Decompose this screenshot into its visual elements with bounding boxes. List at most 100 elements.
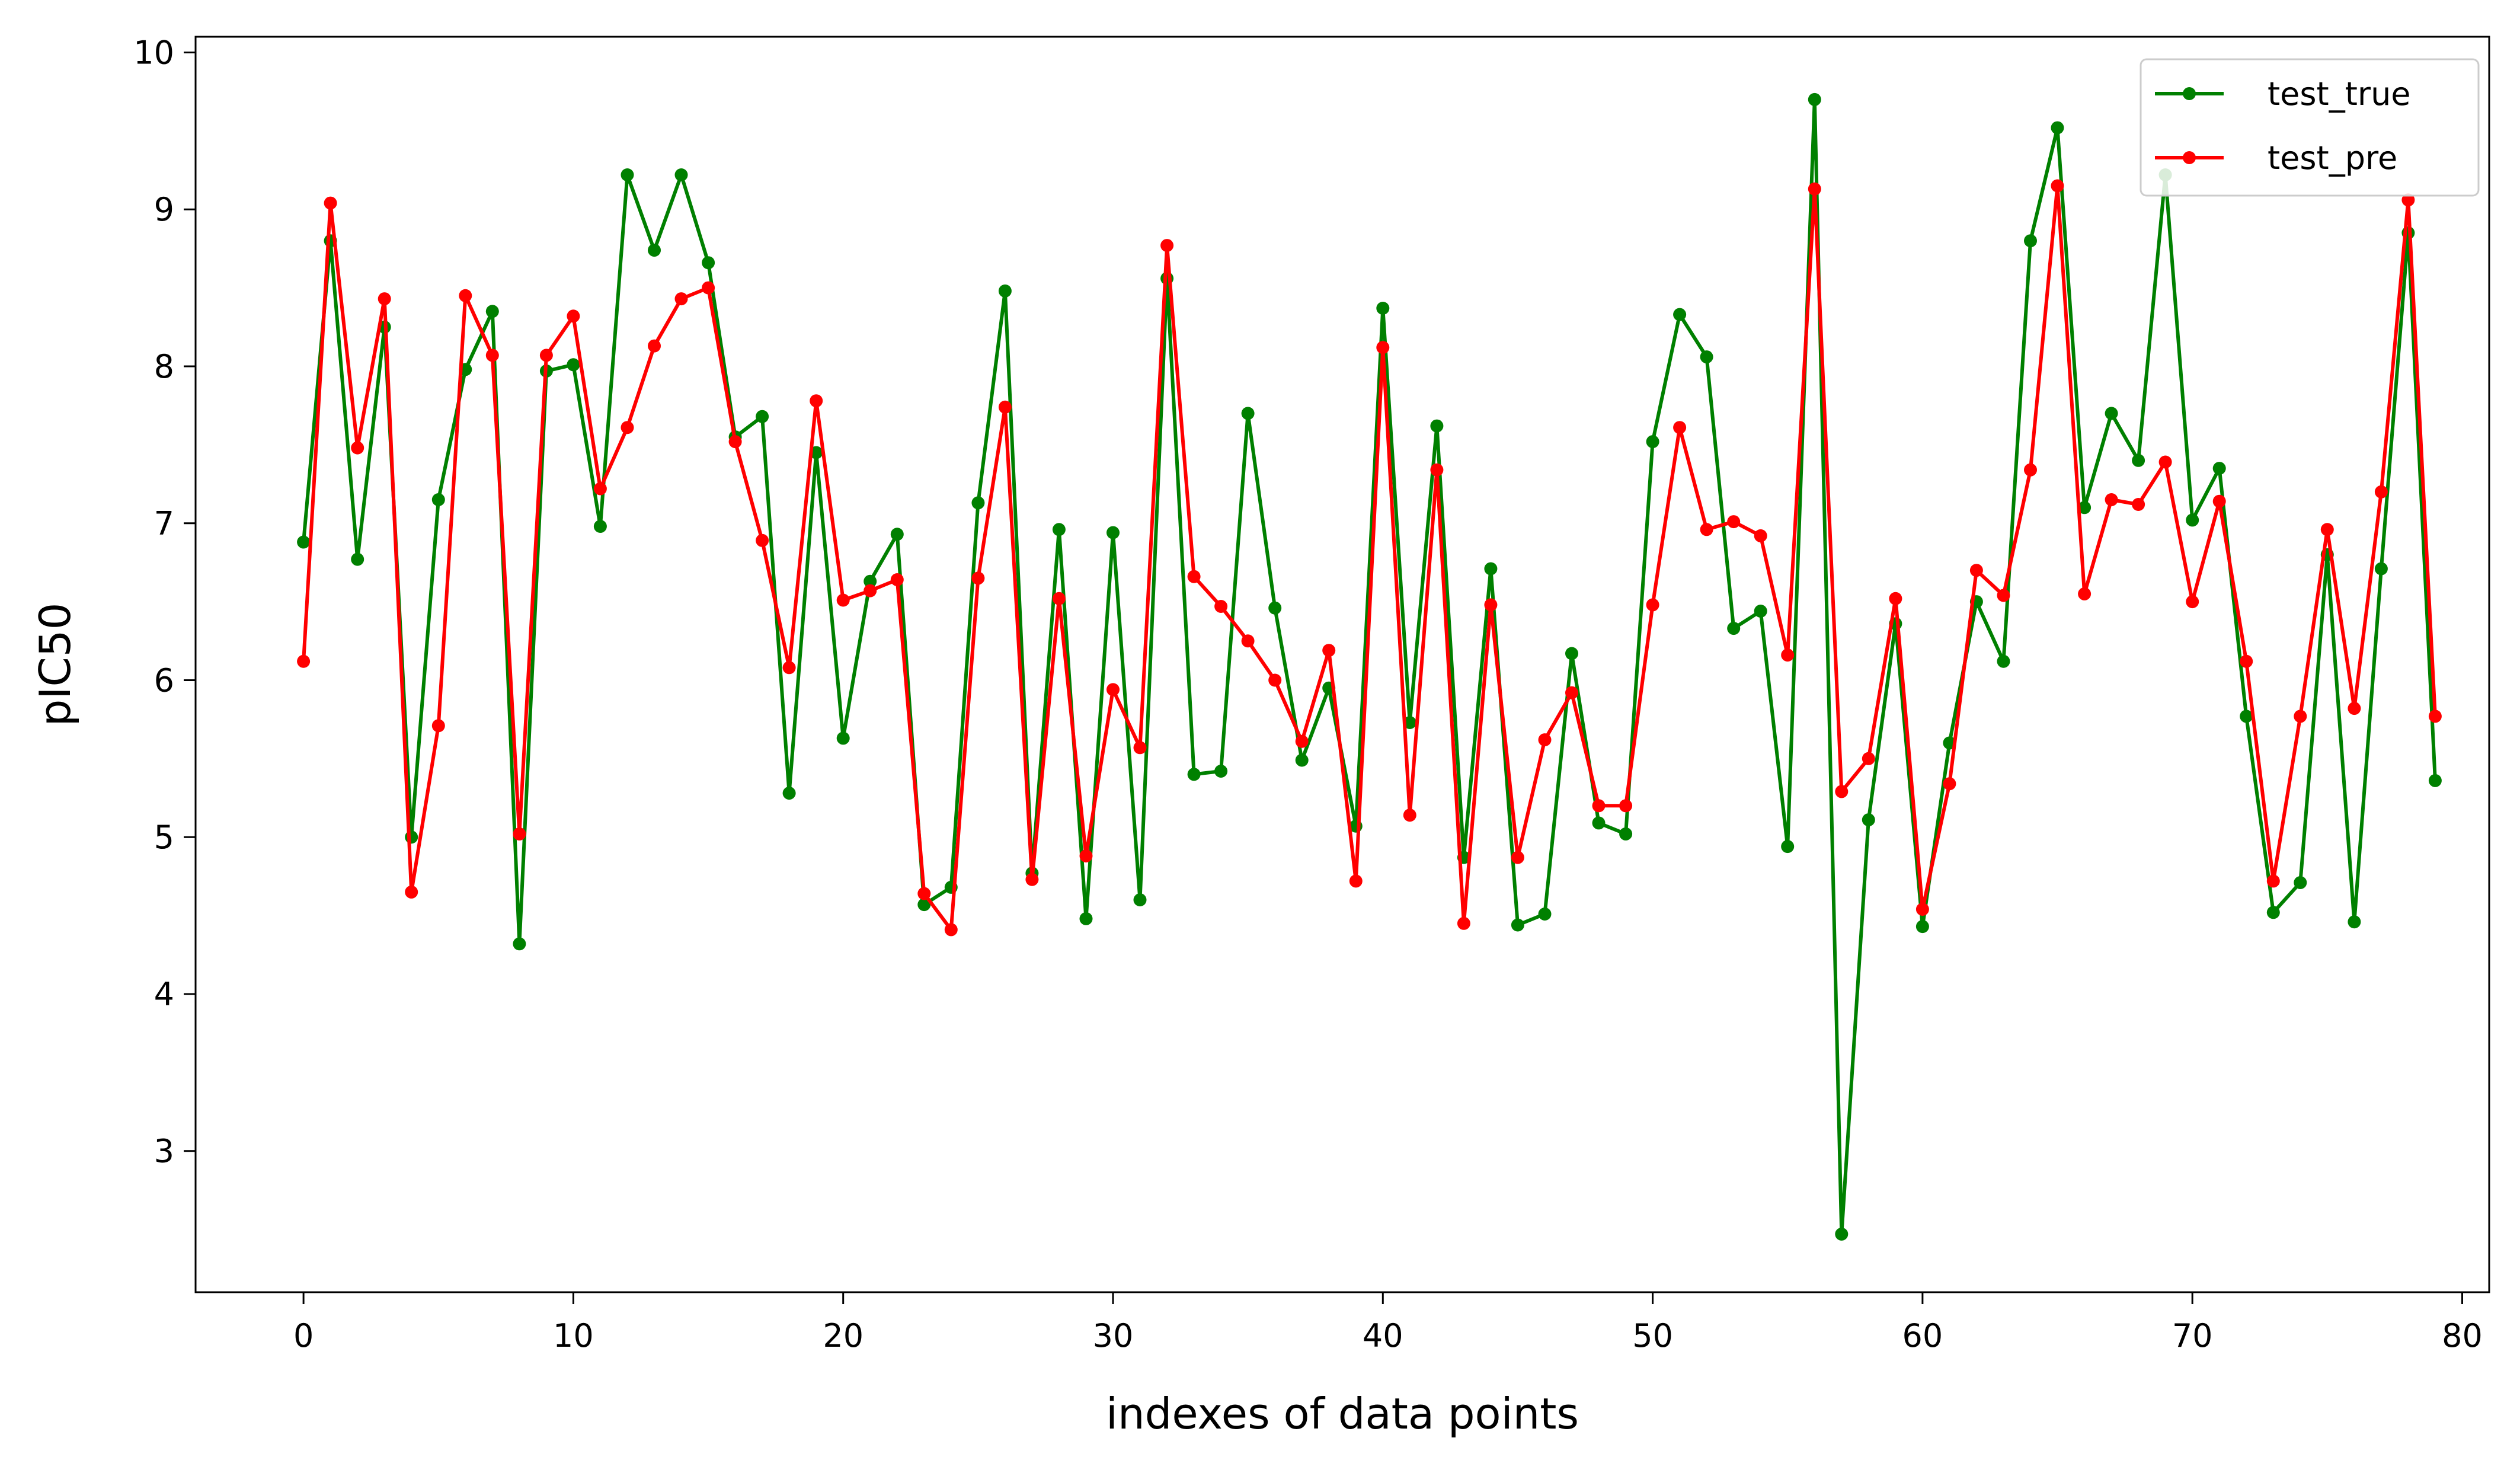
data-point: [1673, 308, 1687, 321]
data-point: [2348, 702, 2361, 715]
legend-item-test_pre: test_pre: [2155, 139, 2397, 177]
data-point: [1295, 734, 1309, 748]
data-point: [1376, 341, 1390, 354]
data-point: [702, 256, 715, 270]
x-axis-label: indexes of data points: [1106, 1389, 1579, 1439]
data-point: [513, 937, 526, 951]
data-point: [1511, 918, 1524, 932]
data-point: [297, 535, 311, 549]
data-point: [2051, 121, 2064, 135]
data-point: [2320, 523, 2334, 536]
data-point: [2132, 453, 2145, 467]
data-point: [1052, 523, 1066, 536]
data-point: [1889, 592, 1902, 605]
axes: 0 10 20 30 40 50 60 70 80 3 4 5 6 7 8 9 10: [133, 34, 2490, 1354]
y-tick-label: 4: [154, 976, 174, 1013]
data-point: [539, 349, 553, 362]
data-point: [485, 305, 499, 318]
data-point: [1997, 589, 2010, 602]
data-point: [1241, 634, 1255, 648]
data-point: [593, 482, 607, 496]
y-tick-label: 5: [154, 819, 174, 856]
data-point: [1107, 526, 1120, 539]
legend-item-test_true: test_true: [2155, 75, 2411, 113]
data-point: [378, 292, 391, 306]
data-point: [1052, 592, 1066, 605]
data-point: [2186, 595, 2199, 609]
data-point: [1160, 239, 1174, 253]
data-point: [2428, 710, 2442, 723]
y-tick-label: 9: [154, 191, 174, 228]
data-point: [2078, 587, 2092, 600]
data-point: [674, 292, 688, 306]
axes-frame: [194, 36, 2490, 1293]
data-point: [2078, 501, 2092, 515]
data-point: [1484, 562, 1498, 576]
data-point: [2212, 494, 2226, 508]
data-point: [324, 196, 337, 210]
data-point: [1079, 912, 1093, 925]
data-point: [1754, 529, 1767, 542]
legend-box: [2140, 58, 2480, 197]
data-point: [1565, 686, 1578, 699]
data-point: [836, 593, 850, 607]
data-point: [1754, 605, 1767, 618]
data-point: [1268, 601, 1282, 615]
data-point: [1214, 765, 1228, 778]
plot-area: [297, 92, 2442, 1241]
data-point: [2051, 179, 2064, 193]
data-point: [1107, 683, 1120, 696]
data-point: [567, 358, 580, 372]
data-point: [1214, 600, 1228, 613]
data-point: [1430, 419, 1444, 433]
data-point: [1915, 903, 1929, 916]
data-point: [674, 168, 688, 181]
data-point: [567, 309, 580, 323]
data-point: [1619, 799, 1633, 813]
data-point: [782, 661, 796, 675]
data-point: [405, 830, 418, 844]
data-point: [2105, 407, 2118, 420]
data-point: [1079, 849, 1093, 862]
data-point: [1268, 673, 1282, 687]
y-tick-label: 7: [154, 505, 174, 542]
y-tick-label: 8: [154, 348, 174, 385]
data-point: [1700, 523, 1713, 536]
data-point: [2024, 234, 2037, 248]
data-point: [2132, 498, 2145, 511]
data-point: [782, 787, 796, 800]
data-point: [1781, 840, 1795, 854]
legend-marker: [2183, 151, 2196, 164]
data-point: [971, 496, 985, 510]
data-point: [1592, 799, 1606, 813]
data-point: [459, 289, 472, 302]
data-point: [1862, 752, 1875, 765]
data-point: [2266, 906, 2280, 919]
data-point: [2428, 774, 2442, 787]
data-point: [1673, 421, 1687, 434]
x-tick-label: 30: [1093, 1317, 1134, 1354]
data-point: [971, 571, 985, 585]
data-point: [756, 410, 769, 423]
data-point: [431, 493, 445, 506]
legend-label: test_true: [2268, 75, 2411, 113]
data-point: [756, 533, 769, 547]
data-point: [1565, 647, 1578, 660]
data-point: [917, 887, 931, 900]
data-point: [2024, 463, 2037, 477]
data-point: [1538, 908, 1552, 921]
x-tick-label: 0: [293, 1317, 314, 1354]
data-point: [1403, 716, 1416, 729]
data-point: [1997, 654, 2010, 668]
data-point: [1484, 598, 1498, 612]
data-point: [890, 573, 904, 586]
data-point: [2240, 710, 2253, 723]
data-point: [621, 421, 634, 434]
data-point: [1511, 851, 1524, 864]
data-point: [1781, 648, 1795, 662]
data-point: [1322, 644, 1336, 657]
data-point: [2266, 874, 2280, 888]
data-point: [2158, 455, 2172, 469]
data-point: [1187, 570, 1201, 583]
